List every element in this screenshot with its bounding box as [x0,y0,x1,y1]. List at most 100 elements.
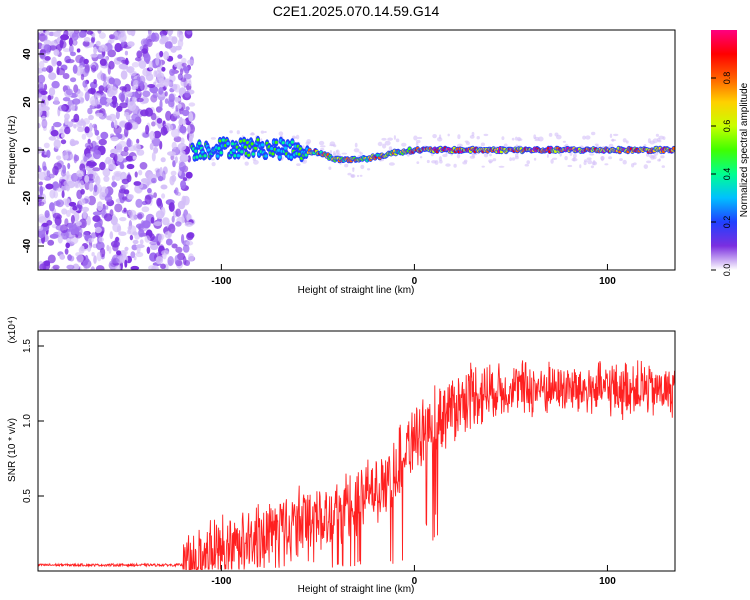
halo-dot [572,157,576,162]
noise-dot [130,265,140,270]
noise-dot [65,185,70,191]
noise-dot [52,264,60,270]
halo-dot [608,156,613,160]
noise-dot [62,73,70,80]
colorbar-tick-label: 0.6 [722,120,732,133]
noise-dot [78,198,86,206]
noise-dot [136,97,144,103]
halo-dot [600,156,604,162]
noise-dot [149,130,155,141]
halo-dot [384,140,391,146]
halo-dot [469,155,476,159]
noise-dot [129,214,138,221]
halo-dot [341,152,347,155]
colorbar: 0.0 0.2 0.4 0.6 0.8 Normalized spectral ampl… [711,30,750,276]
noise-dot [145,107,153,117]
noise-dot [75,54,84,64]
noise-dot [75,221,82,227]
noise-dot [95,112,104,117]
halo-dot [583,159,588,163]
y-tick-label: 0 [22,147,33,153]
noise-dot [73,153,78,164]
colorbar-gradient [711,30,737,270]
noise-dot [107,84,113,90]
noise-dot [122,196,127,201]
noise-dot [167,151,176,157]
noise-dot [110,121,115,129]
noise-dot [49,189,56,199]
halo-dot [524,163,529,167]
halo-dot [447,133,450,137]
halo-dot [453,163,457,168]
noise-dot [181,57,187,64]
noise-dot [162,30,168,36]
spectrogram-heatmap [38,30,675,270]
noise-dot [103,213,113,222]
noise-dot [185,106,190,111]
noise-dot [49,202,55,212]
noise-dot [171,141,177,150]
ridge-cell [233,154,237,158]
noise-dot [56,67,66,76]
noise-dot [184,260,191,266]
noise-dot [111,86,118,96]
noise-dot [43,142,50,149]
halo-dot [609,133,613,138]
noise-dot [70,77,77,83]
halo-dot [457,143,463,148]
halo-dot [546,154,549,158]
noise-dot [181,109,190,117]
noise-dot [151,32,156,42]
halo-dot [515,136,518,141]
noise-dot [115,236,120,242]
figure-title: C2E1.2025.070.14.59.G14 [273,3,440,19]
noise-dot [123,146,129,152]
noise-dot [109,231,114,240]
noise-dot [155,56,160,66]
snr-y-multiplier: (x10⁴) [7,316,18,343]
halo-dot [579,164,582,169]
noise-dot [149,241,158,246]
noise-dot [108,163,117,170]
noise-dot [123,207,127,213]
halo-dot [367,168,371,171]
noise-dot [135,198,143,208]
y-tick-label: -20 [22,190,33,205]
noise-dot [120,64,128,70]
halo-dot [562,140,567,143]
noise-dot [72,98,81,105]
ridge-cell [231,142,235,146]
noise-dot [125,155,134,162]
noise-dot [108,113,117,122]
halo-dot [526,160,530,165]
noise-dot [100,92,107,100]
noise-dot [42,165,47,171]
noise-dot [151,121,156,127]
halo-dot [210,158,215,161]
spectrogram-y-label: Frequency (Hz) [7,116,18,185]
noise-dot [61,208,68,215]
noise-dot [53,139,61,149]
noise-dot [114,42,122,53]
noise-dot [156,83,165,88]
noise-dot [151,151,156,162]
noise-dot [144,195,152,205]
noise-dot [70,104,76,111]
halo-dot [471,131,475,137]
noise-dot [66,170,70,180]
halo-dot [476,136,480,140]
ridge-cell [277,148,281,152]
noise-dot [165,110,172,121]
halo-dot [509,157,512,162]
noise-dot [77,126,85,133]
noise-dot [62,97,71,102]
noise-dot [127,101,137,112]
halo-dot [604,163,609,166]
noise-dot [150,216,155,224]
noise-dot [56,187,63,192]
noise-dot [181,195,187,205]
x-tick-label: 100 [599,576,616,587]
halo-dot [359,174,363,177]
noise-dot [179,68,184,75]
noise-dot [73,39,77,46]
